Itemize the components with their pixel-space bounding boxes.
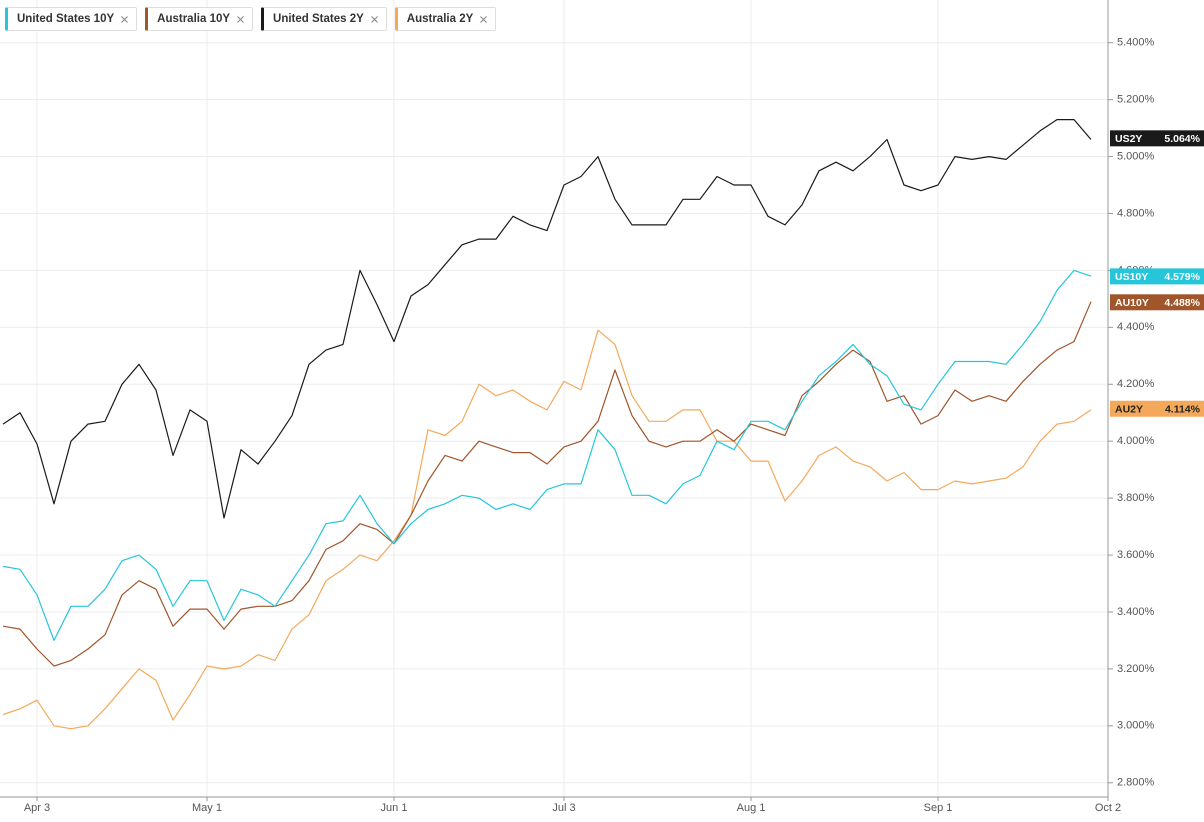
x-tick-label: Sep 1	[924, 802, 953, 814]
remove-icon[interactable]	[480, 15, 488, 23]
tag-name: AU10Y	[1115, 297, 1149, 309]
tag-value: 4.488%	[1164, 297, 1200, 309]
y-tick-label: 5.200%	[1117, 94, 1155, 106]
x-tick-label: May 1	[192, 802, 222, 814]
y-tick-label: 5.400%	[1117, 37, 1155, 49]
tag-value: 4.114%	[1165, 404, 1201, 416]
series-line	[2, 269, 1092, 641]
series-line	[2, 329, 1092, 730]
x-tick-label: Oct 2	[1095, 802, 1121, 814]
legend-label: Australia 2Y	[406, 13, 474, 25]
series-line	[2, 301, 1092, 667]
grid	[0, 0, 1109, 797]
x-tick-label: Aug 1	[737, 802, 766, 814]
y-tick-label: 3.000%	[1117, 720, 1155, 732]
y-tick-label: 2.800%	[1117, 777, 1155, 789]
tag-name: AU2Y	[1115, 404, 1143, 416]
last-value-tag: AU2Y 4.114%	[1110, 400, 1204, 417]
remove-icon[interactable]	[237, 15, 244, 23]
x-tick-label: Jul 3	[552, 802, 575, 814]
legend-item[interactable]: Australia 2Y	[394, 7, 497, 31]
legend-label: United States 10Y	[17, 13, 115, 25]
legend-item[interactable]: United States 2Y	[261, 7, 387, 31]
remove-icon[interactable]	[370, 15, 378, 23]
tag-box	[1110, 268, 1204, 285]
tag-box	[1110, 400, 1204, 417]
y-tick-label: 3.600%	[1117, 549, 1155, 561]
last-value-tag: US2Y 5.064%	[1110, 130, 1204, 147]
legend-label: United States 2Y	[273, 13, 364, 25]
tag-name: US10Y	[1115, 271, 1148, 283]
legend: United States 10Y Australia 10Y United Sta…	[5, 7, 497, 31]
y-tick-label: 4.400%	[1117, 321, 1155, 333]
tag-name: US2Y	[1115, 133, 1142, 145]
legend-item[interactable]: Australia 10Y	[145, 7, 254, 31]
last-value-tag: AU10Y 4.488%	[1110, 294, 1204, 311]
y-tick-label: 4.800%	[1117, 207, 1155, 219]
x-tick-label: Jun 1	[381, 802, 408, 814]
y-tick-label: 4.200%	[1117, 378, 1155, 390]
y-tick-label: 3.400%	[1117, 606, 1155, 618]
y-tick-label: 4.000%	[1117, 435, 1155, 447]
legend-label: Australia 10Y	[157, 13, 231, 25]
remove-icon[interactable]	[121, 15, 129, 23]
tag-value: 4.579%	[1164, 271, 1200, 283]
y-tick-label: 3.200%	[1117, 663, 1155, 675]
tag-box	[1110, 294, 1204, 311]
legend-item[interactable]: United States 10Y	[5, 7, 138, 31]
x-tick-label: Apr 3	[24, 802, 50, 814]
series-line	[2, 119, 1092, 519]
last-value-tag: US10Y 4.579%	[1110, 268, 1204, 285]
tag-box	[1110, 130, 1204, 147]
tag-value: 5.064%	[1164, 133, 1200, 145]
y-tick-label: 5.000%	[1117, 150, 1155, 162]
y-tick-label: 3.800%	[1117, 492, 1155, 504]
